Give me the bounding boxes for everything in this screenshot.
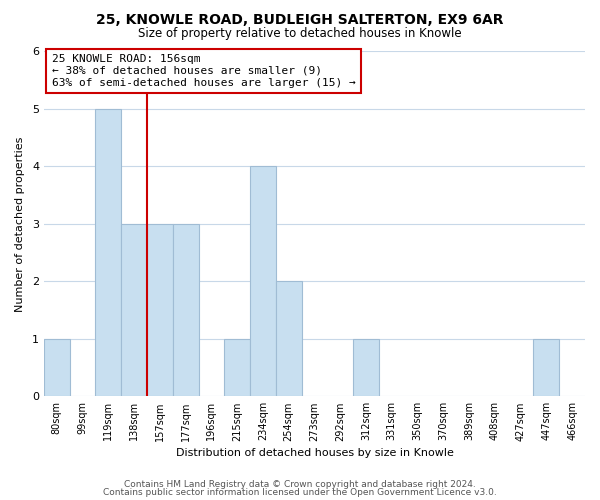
Bar bbox=[224, 339, 250, 396]
Bar bbox=[353, 339, 379, 396]
Bar bbox=[533, 339, 559, 396]
Bar bbox=[147, 224, 173, 396]
X-axis label: Distribution of detached houses by size in Knowle: Distribution of detached houses by size … bbox=[176, 448, 454, 458]
Bar bbox=[276, 282, 302, 397]
Text: Contains public sector information licensed under the Open Government Licence v3: Contains public sector information licen… bbox=[103, 488, 497, 497]
Bar bbox=[250, 166, 276, 396]
Text: 25, KNOWLE ROAD, BUDLEIGH SALTERTON, EX9 6AR: 25, KNOWLE ROAD, BUDLEIGH SALTERTON, EX9… bbox=[96, 12, 504, 26]
Bar bbox=[44, 339, 70, 396]
Bar bbox=[121, 224, 147, 396]
Text: Size of property relative to detached houses in Knowle: Size of property relative to detached ho… bbox=[138, 28, 462, 40]
Text: 25 KNOWLE ROAD: 156sqm
← 38% of detached houses are smaller (9)
63% of semi-deta: 25 KNOWLE ROAD: 156sqm ← 38% of detached… bbox=[52, 54, 355, 88]
Bar bbox=[95, 109, 121, 397]
Bar bbox=[173, 224, 199, 396]
Y-axis label: Number of detached properties: Number of detached properties bbox=[15, 136, 25, 312]
Text: Contains HM Land Registry data © Crown copyright and database right 2024.: Contains HM Land Registry data © Crown c… bbox=[124, 480, 476, 489]
